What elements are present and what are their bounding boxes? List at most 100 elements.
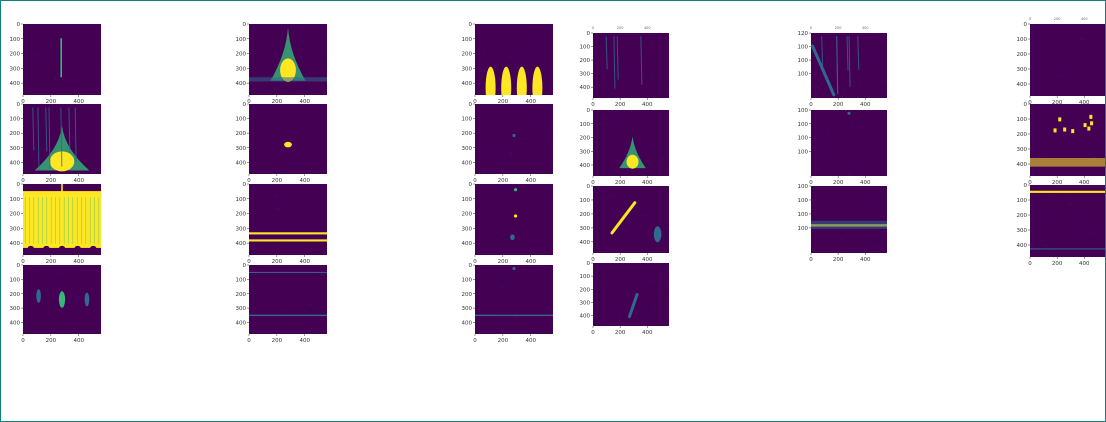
y-tick-label: 300 — [580, 149, 591, 155]
y-tick-label: 100 — [798, 226, 809, 232]
panel-background — [811, 110, 887, 176]
heatmap-panel-c5-r2: 0 200 400 100 100 100 100 — [798, 108, 887, 186]
feature-hump — [532, 66, 543, 95]
texture-mark — [307, 304, 313, 306]
y-tick-label: 400 — [580, 163, 591, 169]
panel-content — [599, 193, 662, 251]
y-tick-label: 200 — [580, 287, 591, 293]
panel-content — [249, 265, 327, 334]
panel-background — [475, 184, 553, 255]
feature-dot — [512, 133, 516, 138]
texture-mark — [69, 295, 73, 297]
panel-content — [477, 105, 550, 173]
texture-mark — [1074, 142, 1078, 144]
texture-mark — [862, 68, 865, 70]
x-tick-label: 0 — [473, 338, 477, 344]
panel-background — [593, 33, 669, 98]
heatmap-panel-c3-r4: 0 200 400 0 100 200 300 400 — [462, 263, 553, 344]
texture-mark — [519, 225, 523, 227]
y-tick-label: 300 — [236, 66, 247, 72]
y-tick-label: 100 — [10, 277, 21, 283]
x-tick-label: 0 — [809, 180, 813, 186]
x-tick-label: 400 — [299, 338, 310, 344]
texture-mark — [663, 274, 668, 276]
x-tick-label: 400 — [1079, 180, 1090, 186]
heatmap-panel-c6-r1: 0 200 400 0 200 400 0 100 200 300 400 — [1017, 17, 1105, 106]
texture-mark — [253, 296, 255, 298]
texture-mark — [601, 198, 605, 199]
panel-background — [811, 186, 887, 253]
texture-mark — [1041, 147, 1044, 148]
texture-mark — [1036, 134, 1038, 135]
texture-mark — [623, 65, 628, 67]
texture-mark — [613, 113, 618, 115]
heatmap-panel-c1-r2: 0 200 400 0 100 200 300 400 — [10, 102, 101, 184]
texture-mark — [612, 48, 614, 50]
feature-blob — [36, 289, 41, 303]
texture-mark — [505, 282, 508, 284]
texture-mark — [58, 315, 61, 317]
feature-hump — [501, 66, 512, 95]
texture-mark — [638, 87, 644, 89]
texture-mark — [280, 119, 284, 121]
x-tick-label: 200 — [46, 178, 57, 184]
texture-mark — [251, 112, 256, 114]
y-tick-label: 200 — [236, 292, 247, 298]
texture-mark — [617, 66, 620, 67]
feature-streak — [640, 36, 643, 85]
y-tick-label: 300 — [462, 146, 473, 152]
panel-background — [593, 186, 669, 253]
texture-mark — [492, 158, 497, 160]
heatmap-panel-c3-r3: 0 200 400 0 100 200 300 400 — [462, 182, 553, 265]
texture-mark — [501, 313, 506, 315]
texture-mark — [284, 265, 289, 267]
y-tick-label: 200 — [580, 58, 591, 64]
heatmap-panel-c2-r4: 0 200 400 0 100 200 300 400 — [236, 263, 327, 344]
y-tick-label: 300 — [1017, 228, 1028, 234]
texture-mark — [55, 44, 60, 45]
texture-mark — [281, 110, 283, 111]
y-tick-label: 300 — [10, 66, 21, 72]
feature-streak — [848, 36, 851, 87]
x-tick-label: 200 — [272, 178, 283, 184]
y-tick-label: 300 — [236, 306, 247, 312]
texture-mark — [546, 330, 548, 332]
x-tick-label: 200 — [615, 102, 626, 108]
texture-mark — [600, 124, 605, 125]
y-tick-label: 100 — [236, 117, 247, 123]
texture-mark — [654, 81, 659, 83]
texture-mark — [603, 316, 607, 318]
feature-blob — [510, 234, 515, 241]
texture-mark — [646, 296, 648, 298]
x-tick-label: 0 — [809, 102, 813, 108]
x-tick-label: 400 — [642, 180, 653, 186]
texture-mark — [297, 166, 303, 167]
heatmap-panel-c5-r1: 0 200 400 0 200 400 120 100 100 100 — [798, 26, 887, 108]
panel-background — [475, 265, 553, 334]
feature-cone-outer — [619, 136, 646, 169]
top-tick-label: 400 — [862, 26, 869, 30]
texture-mark — [1078, 37, 1084, 39]
heatmap-panel-c4-r1: 0 200 400 0 200 400 0 100 200 300 400 — [580, 26, 669, 108]
y-tick-label: 400 — [462, 81, 473, 87]
y-tick-label: 100 — [1017, 198, 1028, 204]
panel-content — [1030, 26, 1105, 96]
texture-mark — [513, 61, 517, 63]
texture-mark — [623, 230, 629, 231]
heatmap-panel-c4-r4: 0 200 400 0 100 200 300 400 — [580, 261, 669, 336]
heatmap-panel-c2-r1: 0 200 400 0 100 200 300 400 — [236, 22, 327, 105]
x-tick-label: 0 — [591, 180, 595, 186]
texture-mark — [1090, 108, 1094, 110]
texture-mark — [97, 126, 101, 128]
y-tick-label: 0 — [17, 263, 21, 269]
y-tick-label: 0 — [469, 182, 473, 188]
texture-mark — [604, 92, 608, 93]
texture-mark — [873, 60, 878, 62]
texture-mark — [1042, 244, 1047, 246]
feature-blob — [84, 292, 90, 307]
y-tick-label: 100 — [798, 198, 809, 204]
x-tick-label: 0 — [1028, 261, 1032, 267]
texture-mark — [1050, 197, 1056, 199]
texture-mark — [286, 286, 289, 288]
